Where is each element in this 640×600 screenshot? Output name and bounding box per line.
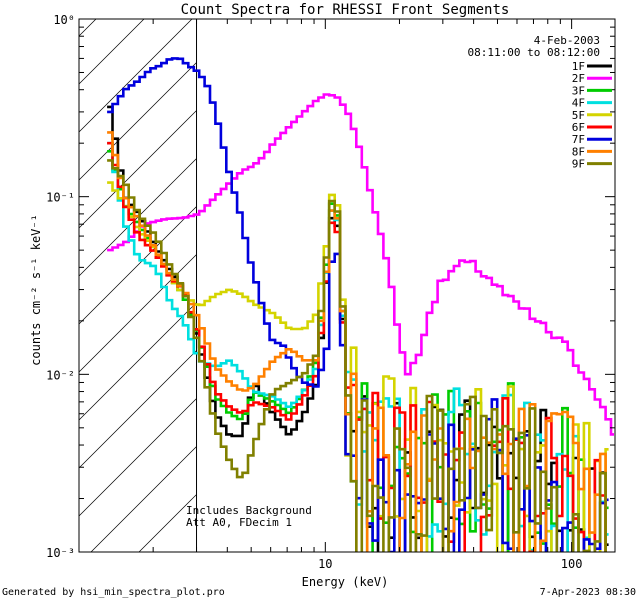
hatch-line — [79, 206, 197, 325]
series-lines — [107, 57, 614, 552]
series-line-9f — [107, 159, 607, 552]
chart-title: Count Spectra for RHESSI Front Segments — [181, 2, 510, 18]
y-axis-label: counts cm⁻² s⁻¹ keV⁻¹ — [29, 214, 43, 366]
hatched-region — [79, 19, 198, 552]
hatch-line — [79, 19, 145, 85]
hatch-line — [79, 398, 197, 517]
hatch-line — [79, 254, 197, 373]
plot-frame — [78, 18, 616, 553]
legend-label-7f: 7F — [572, 133, 585, 146]
annotation-attenuator: Att A0, FDecim 1 — [186, 516, 292, 529]
annotation-background: Includes Background — [186, 504, 312, 517]
series-line-7f — [107, 57, 609, 552]
x-tick-label: 10 — [318, 557, 332, 571]
hatch-line — [79, 19, 193, 133]
series-line-8f — [107, 131, 607, 552]
footer-timestamp: 7-Apr-2023 08:30 — [540, 587, 636, 598]
legend-label-5f: 5F — [572, 109, 585, 122]
legend-label-4f: 4F — [572, 97, 585, 110]
x-tick-label: 100 — [561, 557, 583, 571]
hatch-line — [79, 302, 197, 421]
legend-label-9f: 9F — [572, 158, 585, 171]
hatch-line — [79, 350, 197, 469]
hatch-line — [79, 62, 197, 181]
legend-label-6f: 6F — [572, 121, 585, 134]
y-tick-label: 10⁰ — [53, 13, 75, 27]
series-line-5f — [107, 181, 609, 552]
legend-label-1f: 1F — [572, 60, 585, 73]
legend-label-3f: 3F — [572, 84, 585, 97]
hatch-line — [138, 494, 197, 552]
series-line-2f — [107, 93, 614, 436]
y-tick-label: 10⁻² — [46, 368, 75, 382]
series-line-3f — [107, 150, 609, 552]
time-range-label: 08:11:00 to 08:12:00 — [468, 46, 600, 59]
series-line-4f — [107, 141, 609, 552]
series-line-1f — [107, 105, 609, 552]
hatch-line — [90, 446, 197, 552]
legend-label-2f: 2F — [572, 72, 585, 85]
hatch-line — [79, 19, 97, 37]
hatch-line — [79, 110, 197, 229]
footer-generated-by: Generated by hsi_min_spectra_plot.pro — [2, 587, 225, 598]
x-axis-label: Energy (keV) — [302, 575, 389, 589]
y-tick-label: 10⁻¹ — [46, 191, 75, 205]
series-line-6f — [107, 141, 607, 552]
date-label: 4-Feb-2003 — [534, 34, 600, 47]
axes: 10 100 10⁰ 10⁻¹ 10⁻² 10⁻³ — [46, 13, 615, 571]
legend-label-8f: 8F — [572, 145, 585, 158]
y-tick-label: 10⁻³ — [46, 546, 75, 560]
